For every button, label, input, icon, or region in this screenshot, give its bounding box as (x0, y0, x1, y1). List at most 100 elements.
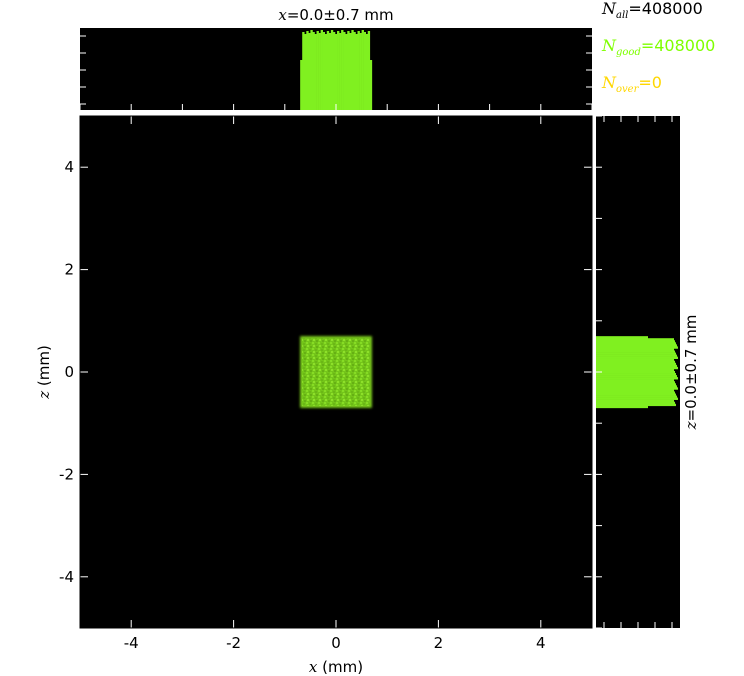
top-histogram-bar (369, 60, 373, 110)
side-histogram-bar (596, 344, 677, 347)
top-histogram-bar (330, 30, 334, 110)
side-histogram-bar (596, 348, 674, 351)
top-histogram-bar (334, 34, 338, 110)
side-histogram-bar (596, 338, 674, 341)
top-histogram-bars (300, 30, 373, 110)
x-tick-label: 4 (536, 634, 546, 652)
top-histogram-bar (332, 32, 336, 110)
top-histogram-bar (363, 32, 366, 110)
top-histogram-bar (359, 33, 362, 110)
top-histogram-ticks (79, 35, 593, 110)
top-histogram-bar (367, 31, 371, 110)
side-histogram-bar (596, 401, 675, 405)
side-histogram-bar (596, 373, 676, 376)
x-tick-labels: -4 -2 0 2 4 (124, 634, 546, 652)
y-tick-label: 4 (64, 158, 74, 176)
top-histogram-bar (308, 33, 311, 110)
top-histogram-bar (341, 30, 344, 110)
side-histogram-ticks (596, 115, 673, 629)
y-tick-label: -4 (59, 568, 74, 586)
top-histogram-bar (355, 34, 358, 110)
side-histogram-bar (596, 379, 674, 382)
count-over: Nover=0 (601, 73, 662, 95)
side-histogram-bar (596, 370, 675, 374)
main-ticks (80, 116, 592, 628)
x-tick-label: 2 (434, 634, 444, 652)
top-histogram-bar (322, 32, 326, 110)
count-all: Nall=408000 (601, 0, 703, 21)
side-histogram-bar (596, 342, 676, 345)
top-histogram-bar (343, 32, 346, 110)
side-histogram-bar (596, 399, 674, 402)
side-histogram-bar (596, 364, 677, 368)
x-tick-label: -4 (124, 634, 139, 652)
side-histogram-bar (596, 368, 674, 372)
top-histogram-bar (353, 32, 356, 110)
side-histogram-bar (596, 350, 675, 353)
main-panel (79, 115, 593, 629)
side-histogram-bar (596, 389, 674, 392)
top-histogram-bar (304, 34, 307, 110)
side-histogram-bar (596, 377, 678, 380)
side-histogram-title: z=0.0±0.7 mm (682, 315, 700, 431)
count-good: Ngood=408000 (601, 36, 715, 58)
side-histogram-bar (596, 405, 648, 409)
side-histogram-bar (596, 356, 678, 359)
top-histogram-bar (314, 34, 317, 110)
side-histogram-bars (596, 336, 678, 409)
top-histogram-bar (345, 34, 348, 110)
top-histogram-bar (306, 31, 309, 110)
top-histogram-bar (318, 33, 321, 110)
top-histogram-bar (310, 30, 313, 110)
x-tick-label: -2 (226, 634, 241, 652)
side-histogram-bar (596, 366, 678, 370)
top-histogram-bar (347, 31, 350, 110)
top-histogram-bar (324, 34, 328, 110)
side-histogram-bar (596, 381, 675, 384)
top-histogram-bar (312, 32, 315, 110)
top-histogram-panel: x=0.0±0.7 mm (79, 6, 593, 110)
side-histogram-bar (596, 393, 676, 396)
top-histogram-bar (328, 33, 332, 110)
side-histogram-bar (596, 346, 678, 349)
side-histogram-bar (596, 362, 676, 366)
top-histogram-bar (320, 30, 323, 110)
side-histogram-bar (596, 375, 677, 378)
y-tick-labels: -4 -2 0 2 4 (59, 158, 74, 586)
side-histogram-bar (596, 354, 677, 357)
y-tick-label: 2 (64, 261, 74, 279)
side-histogram-bar (596, 340, 675, 343)
beam-spot (300, 336, 372, 408)
top-histogram-title: x=0.0±0.7 mm (278, 6, 393, 24)
x-tick-label: 0 (331, 634, 341, 652)
side-histogram-bar (596, 387, 678, 390)
top-histogram-bar (316, 31, 319, 110)
beam-spot-core (302, 338, 370, 406)
x-axis-label: x (mm) (309, 658, 363, 676)
main-frame (79, 115, 593, 629)
top-histogram-bar (349, 33, 352, 110)
side-histogram-bar (596, 336, 648, 339)
top-histogram-bar (300, 60, 303, 110)
side-histogram-bar (596, 385, 677, 388)
side-histogram-bar (596, 397, 678, 400)
side-histogram-bar (596, 391, 675, 394)
side-histogram-bar (596, 395, 677, 398)
top-histogram-bar (357, 31, 360, 110)
side-histogram-panel: z=0.0±0.7 mm (596, 115, 700, 629)
side-histogram-bar (596, 360, 675, 364)
top-histogram-bar (302, 32, 305, 110)
top-histogram-bar (326, 31, 330, 110)
top-histogram-bar (361, 30, 364, 110)
side-histogram-bar (596, 383, 676, 386)
side-histogram-bar (596, 352, 676, 355)
y-tick-label: 0 (64, 363, 74, 381)
side-histogram-bar (596, 403, 676, 407)
top-histogram-bar (339, 33, 342, 110)
top-histogram-bar (337, 31, 340, 110)
top-histogram-bar (351, 30, 354, 110)
y-axis-label: z (mm) (35, 345, 53, 400)
side-histogram-bar (596, 358, 674, 362)
top-histogram-bar (365, 34, 369, 110)
counts-legend: Nall=408000 Ngood=408000 Nover=0 (601, 0, 715, 95)
